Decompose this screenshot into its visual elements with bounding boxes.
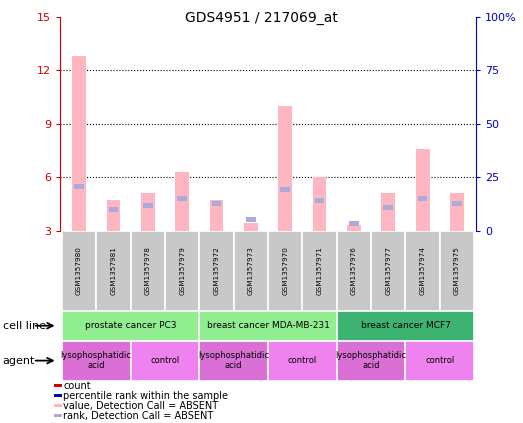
Bar xyxy=(141,193,155,231)
Bar xyxy=(450,193,464,231)
Text: GSM1357973: GSM1357973 xyxy=(248,246,254,295)
Text: percentile rank within the sample: percentile rank within the sample xyxy=(63,391,229,401)
Bar xyxy=(440,231,474,311)
Text: rank, Detection Call = ABSENT: rank, Detection Call = ABSENT xyxy=(63,411,213,421)
Bar xyxy=(349,221,359,226)
Bar xyxy=(96,231,131,311)
Bar xyxy=(62,311,199,341)
Bar xyxy=(244,223,258,231)
Bar xyxy=(268,231,302,311)
Text: GSM1357979: GSM1357979 xyxy=(179,246,185,295)
Bar xyxy=(131,231,165,311)
Bar xyxy=(210,200,223,231)
Text: GSM1357978: GSM1357978 xyxy=(145,246,151,295)
Text: count: count xyxy=(63,381,91,391)
Bar xyxy=(337,311,474,341)
Bar xyxy=(165,231,199,311)
Bar xyxy=(62,231,96,311)
Bar xyxy=(109,207,118,212)
Bar xyxy=(315,198,324,203)
Bar xyxy=(405,341,474,381)
Text: value, Detection Call = ABSENT: value, Detection Call = ABSENT xyxy=(63,401,219,411)
Bar xyxy=(54,394,62,397)
Bar xyxy=(199,231,234,311)
Text: GSM1357974: GSM1357974 xyxy=(419,246,426,295)
Text: GSM1357970: GSM1357970 xyxy=(282,246,288,295)
Bar xyxy=(175,172,189,231)
Bar xyxy=(199,341,268,381)
Bar xyxy=(383,205,393,210)
Bar xyxy=(54,404,62,407)
Bar xyxy=(313,177,326,231)
Text: breast cancer MDA-MB-231: breast cancer MDA-MB-231 xyxy=(207,321,329,330)
Text: GDS4951 / 217069_at: GDS4951 / 217069_at xyxy=(185,11,338,25)
Text: agent: agent xyxy=(3,356,35,365)
Bar xyxy=(212,201,221,206)
Bar xyxy=(337,231,371,311)
Text: cell line: cell line xyxy=(3,321,46,331)
Text: lysophosphatidic
acid: lysophosphatidic acid xyxy=(336,351,406,370)
Text: control: control xyxy=(288,356,317,365)
Bar xyxy=(62,341,131,381)
Bar xyxy=(452,201,462,206)
Text: GSM1357971: GSM1357971 xyxy=(316,246,323,295)
Bar xyxy=(54,385,62,387)
Bar xyxy=(107,200,120,231)
Bar xyxy=(268,341,337,381)
Bar xyxy=(234,231,268,311)
Bar xyxy=(143,203,153,208)
Text: prostate cancer PC3: prostate cancer PC3 xyxy=(85,321,176,330)
Bar xyxy=(177,196,187,201)
Text: GSM1357977: GSM1357977 xyxy=(385,246,391,295)
Bar xyxy=(74,184,84,189)
Bar xyxy=(347,225,361,231)
Bar xyxy=(418,196,427,201)
Bar xyxy=(199,311,337,341)
Text: GSM1357976: GSM1357976 xyxy=(351,246,357,295)
Text: breast cancer MCF7: breast cancer MCF7 xyxy=(360,321,450,330)
Bar xyxy=(416,148,429,231)
Bar xyxy=(54,415,62,417)
Bar xyxy=(72,56,86,231)
Bar xyxy=(131,341,199,381)
Bar xyxy=(246,217,256,222)
Bar xyxy=(381,193,395,231)
Text: GSM1357975: GSM1357975 xyxy=(454,246,460,295)
Bar xyxy=(280,187,290,192)
Bar xyxy=(337,341,405,381)
Text: control: control xyxy=(425,356,454,365)
Text: GSM1357980: GSM1357980 xyxy=(76,246,82,295)
Bar xyxy=(405,231,440,311)
Text: control: control xyxy=(150,356,179,365)
Text: lysophosphatidic
acid: lysophosphatidic acid xyxy=(61,351,132,370)
Bar xyxy=(278,106,292,231)
Bar xyxy=(371,231,405,311)
Text: lysophosphatidic
acid: lysophosphatidic acid xyxy=(198,351,269,370)
Bar xyxy=(302,231,337,311)
Text: GSM1357972: GSM1357972 xyxy=(213,246,220,295)
Text: GSM1357981: GSM1357981 xyxy=(110,246,117,295)
